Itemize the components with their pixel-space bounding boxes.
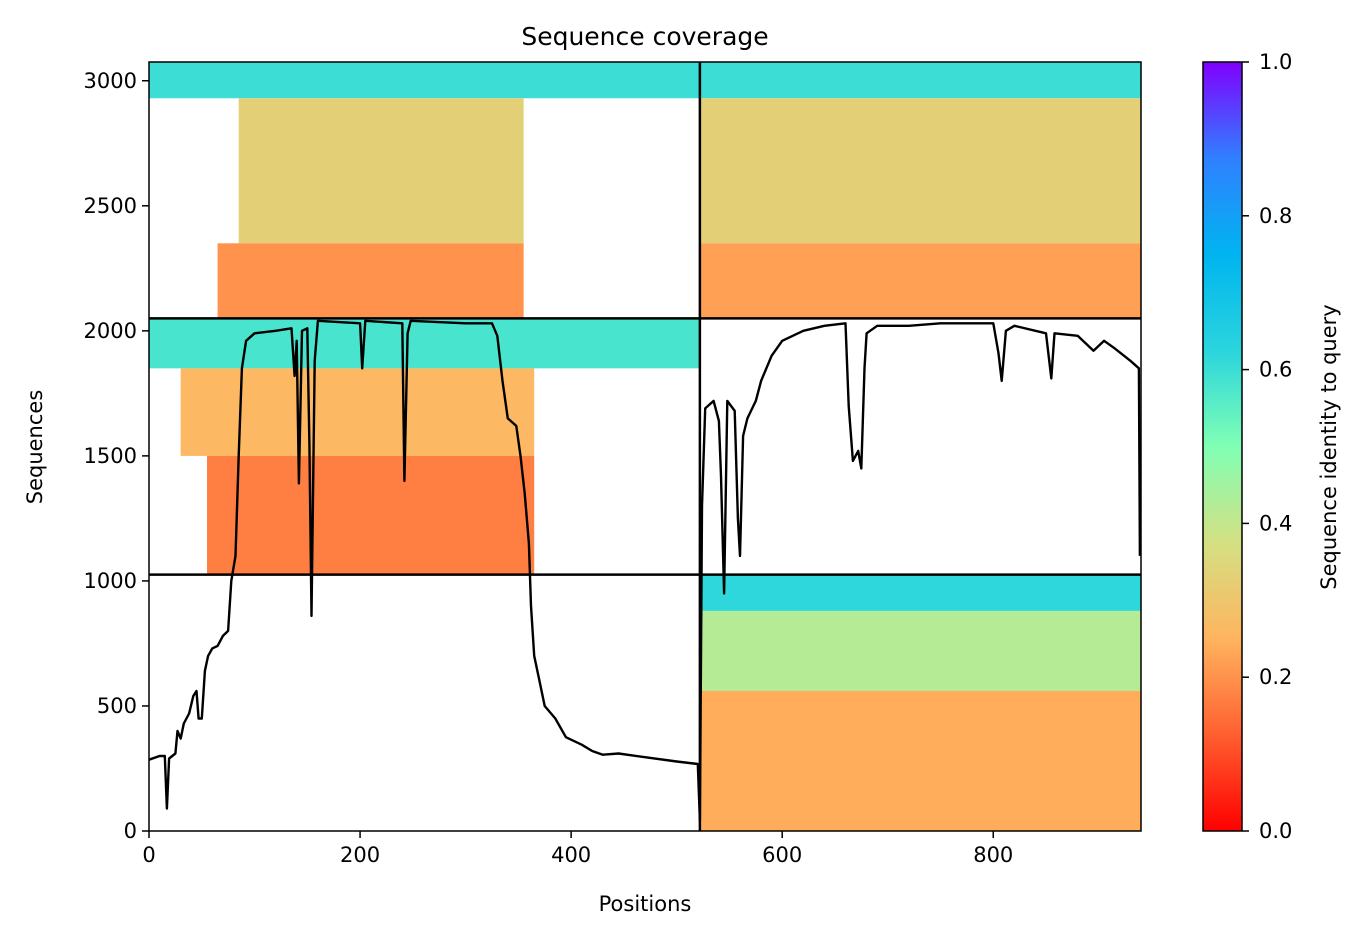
colorbar-label: Sequence identity to query	[1317, 304, 1341, 589]
msa-band	[149, 318, 700, 369]
msa-band	[699, 98, 1141, 244]
msa-band	[149, 62, 700, 99]
msa-band	[207, 455, 535, 575]
msa-band	[699, 690, 1141, 831]
x-tick-label: 0	[142, 843, 155, 867]
msa-band	[699, 574, 1141, 611]
msa-band	[699, 62, 1141, 99]
y-tick-label: 2500	[84, 194, 137, 218]
msa-band	[699, 243, 1141, 319]
y-tick-label: 500	[97, 694, 137, 718]
x-tick-label: 800	[973, 843, 1013, 867]
y-tick-label: 3000	[84, 69, 137, 93]
colorbar-tick-label: 1.0	[1259, 50, 1292, 74]
colorbar-tick-label: 0.0	[1259, 819, 1292, 843]
coverage-line-group	[149, 319, 1141, 823]
colorbar-tick-label: 0.8	[1259, 204, 1292, 228]
x-tick-label: 600	[762, 843, 802, 867]
plot-frame	[148, 61, 1142, 832]
x-tick-label: 200	[340, 843, 380, 867]
colorbar-tick-label: 0.6	[1259, 358, 1292, 382]
colorbar	[1202, 61, 1243, 832]
y-axis-ticks: 0 500 1000 1500 2000 2500 3000	[84, 69, 149, 843]
coverage-line	[149, 319, 1141, 823]
msa-band	[217, 243, 524, 319]
msa-band	[699, 610, 1141, 691]
y-tick-label: 2000	[84, 319, 137, 343]
x-axis-ticks: 0 200 400 600 800	[142, 831, 1013, 867]
x-axis-label: Positions	[599, 892, 692, 916]
chart-title: Sequence coverage	[521, 22, 768, 51]
y-tick-label: 0	[124, 819, 137, 843]
x-tick-label: 400	[551, 843, 591, 867]
y-tick-label: 1000	[84, 569, 137, 593]
colorbar-ticks: 0.0 0.2 0.4 0.6 0.8 1.0	[1242, 50, 1292, 843]
msa-band	[180, 368, 535, 456]
msa-heatmap	[149, 62, 1141, 831]
colorbar-tick-label: 0.2	[1259, 665, 1292, 689]
y-axis-label: Sequences	[23, 390, 47, 505]
msa-band	[238, 98, 524, 244]
y-tick-label: 1500	[84, 444, 137, 468]
colorbar-tick-label: 0.4	[1259, 511, 1292, 535]
